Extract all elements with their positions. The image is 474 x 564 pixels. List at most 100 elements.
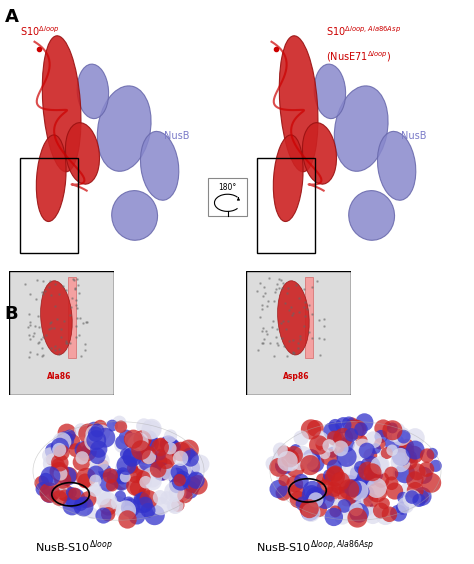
Point: [155, 465, 162, 474]
Point: [156, 450, 164, 459]
Point: [291, 349, 298, 358]
Point: [293, 488, 301, 497]
Point: [49, 459, 57, 468]
Point: [26, 348, 34, 357]
Point: [292, 281, 300, 290]
Point: [397, 458, 404, 467]
Point: [73, 473, 81, 482]
Point: [284, 316, 292, 325]
Point: [38, 479, 46, 488]
Point: [294, 495, 302, 504]
Point: [91, 486, 99, 495]
Point: [289, 311, 296, 320]
Point: [367, 496, 375, 505]
Point: [413, 492, 420, 501]
Point: [72, 283, 79, 292]
Point: [141, 451, 148, 460]
Point: [144, 506, 152, 515]
Point: [363, 496, 371, 505]
Point: [315, 440, 323, 450]
Point: [66, 338, 74, 347]
Point: [31, 321, 39, 331]
Point: [277, 319, 285, 328]
Point: [395, 509, 402, 518]
Point: [54, 315, 61, 324]
Point: [91, 429, 98, 438]
Point: [399, 504, 406, 513]
Point: [177, 477, 184, 486]
Point: [117, 422, 125, 431]
Point: [185, 450, 193, 459]
Point: [428, 449, 436, 458]
Point: [192, 476, 200, 485]
Point: [268, 322, 276, 331]
Point: [91, 486, 98, 495]
Point: [117, 492, 124, 501]
Point: [82, 473, 90, 482]
Point: [351, 457, 359, 466]
Point: [352, 514, 359, 523]
Point: [350, 425, 358, 434]
FancyBboxPatch shape: [208, 178, 247, 217]
Point: [82, 477, 89, 486]
Point: [331, 507, 339, 516]
Point: [24, 323, 31, 332]
Point: [51, 323, 58, 332]
Point: [89, 509, 96, 518]
FancyBboxPatch shape: [305, 277, 313, 358]
Point: [138, 435, 146, 444]
Point: [279, 487, 286, 496]
Point: [294, 338, 302, 347]
Point: [46, 277, 54, 286]
Point: [371, 470, 379, 479]
Point: [46, 490, 53, 499]
Point: [369, 511, 377, 520]
Point: [419, 492, 426, 501]
Point: [272, 288, 279, 297]
Point: [326, 471, 333, 480]
Point: [68, 293, 76, 302]
Point: [52, 280, 59, 289]
Point: [367, 461, 374, 470]
Point: [80, 502, 87, 511]
Point: [137, 446, 145, 455]
Point: [365, 509, 372, 518]
Point: [297, 434, 305, 443]
Point: [121, 473, 129, 482]
Point: [90, 424, 98, 433]
Point: [372, 444, 379, 453]
Point: [324, 475, 332, 484]
Point: [388, 469, 395, 478]
Point: [139, 474, 147, 483]
Ellipse shape: [273, 135, 303, 222]
Point: [311, 459, 319, 468]
Point: [142, 478, 149, 487]
Point: [57, 486, 64, 495]
Point: [258, 338, 265, 347]
Point: [74, 281, 82, 290]
Point: [289, 336, 297, 345]
Point: [55, 350, 63, 359]
Point: [109, 421, 116, 430]
Point: [141, 488, 148, 497]
Point: [107, 472, 114, 481]
Point: [78, 457, 85, 466]
Ellipse shape: [77, 64, 109, 118]
Point: [402, 446, 410, 455]
Point: [304, 496, 312, 505]
Point: [128, 435, 135, 444]
Point: [116, 418, 123, 427]
Point: [96, 457, 103, 466]
Point: [376, 439, 383, 448]
Point: [157, 502, 164, 511]
Point: [285, 284, 292, 293]
Point: [382, 511, 389, 520]
Point: [83, 447, 91, 456]
Point: [321, 483, 329, 492]
Point: [134, 484, 142, 493]
Point: [148, 473, 155, 482]
Point: [128, 457, 136, 466]
Point: [306, 328, 313, 337]
Point: [292, 464, 299, 473]
Point: [408, 492, 416, 501]
